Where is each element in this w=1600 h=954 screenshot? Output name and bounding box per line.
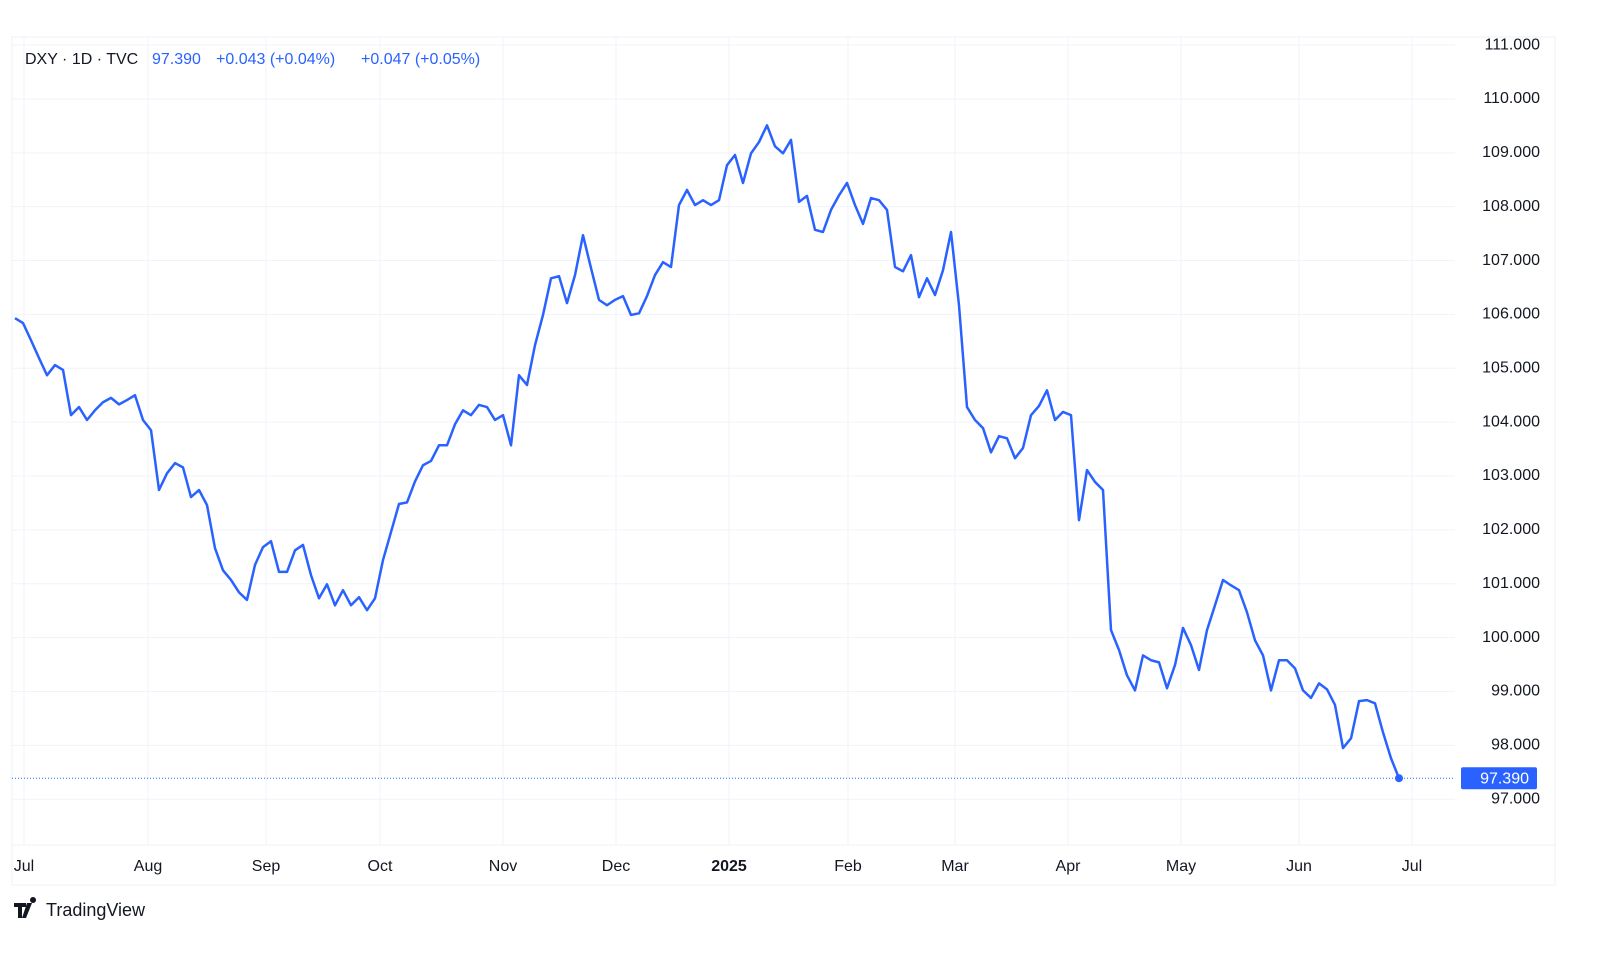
y-tick-label: 107.000: [1482, 252, 1540, 269]
y-tick-label: 104.000: [1482, 413, 1540, 430]
x-tick-label: Mar: [941, 858, 969, 875]
y-tick-label: 97.000: [1491, 790, 1540, 807]
x-tick-label: Jul: [1402, 858, 1422, 875]
x-tick-label: 2025: [711, 858, 747, 875]
x-tick-label: Dec: [602, 858, 630, 875]
logo: [14, 896, 37, 918]
header-change: +0.047 (+0.05%): [361, 51, 480, 68]
y-tick-label: 103.000: [1482, 467, 1540, 484]
last-price-dot: [1395, 774, 1403, 783]
x-tick-label: Jul: [14, 858, 34, 875]
y-tick-label: 98.000: [1491, 737, 1540, 754]
x-tick-label: May: [1166, 858, 1196, 875]
x-tick-label: Feb: [834, 858, 862, 875]
y-tick-label: 99.000: [1491, 683, 1540, 700]
y-tick-label: 110.000: [1483, 90, 1540, 107]
chart-frame: [11, 36, 1556, 886]
y-tick-label: 109.000: [1482, 144, 1540, 161]
header-change: +0.043 (+0.04%): [216, 51, 335, 68]
branding: TradingView: [46, 900, 146, 920]
y-tick-label: 108.000: [1482, 198, 1540, 215]
y-tick-label: 106.000: [1482, 306, 1540, 323]
y-tick-label: 105.000: [1482, 359, 1540, 376]
x-tick-label: Apr: [1056, 858, 1082, 875]
y-tick-label: 102.000: [1482, 521, 1540, 538]
x-tick-label: Nov: [489, 858, 517, 875]
x-tick-label: Oct: [368, 858, 393, 875]
y-tick-label: 101.000: [1482, 575, 1540, 592]
x-tick-label: Aug: [134, 858, 162, 875]
x-tick-label: Jun: [1286, 858, 1312, 875]
price-tag: [1461, 767, 1537, 790]
header-price: 97.390: [152, 51, 201, 68]
x-tick-label: Sep: [252, 858, 281, 875]
price-tag-label: 97.390: [1480, 770, 1529, 787]
y-tick-label: 100.000: [1482, 629, 1540, 646]
price-line: [14, 124, 1401, 779]
symbol: DXY · 1D · TVC: [25, 51, 138, 68]
y-tick-label: 111.000: [1485, 36, 1541, 53]
